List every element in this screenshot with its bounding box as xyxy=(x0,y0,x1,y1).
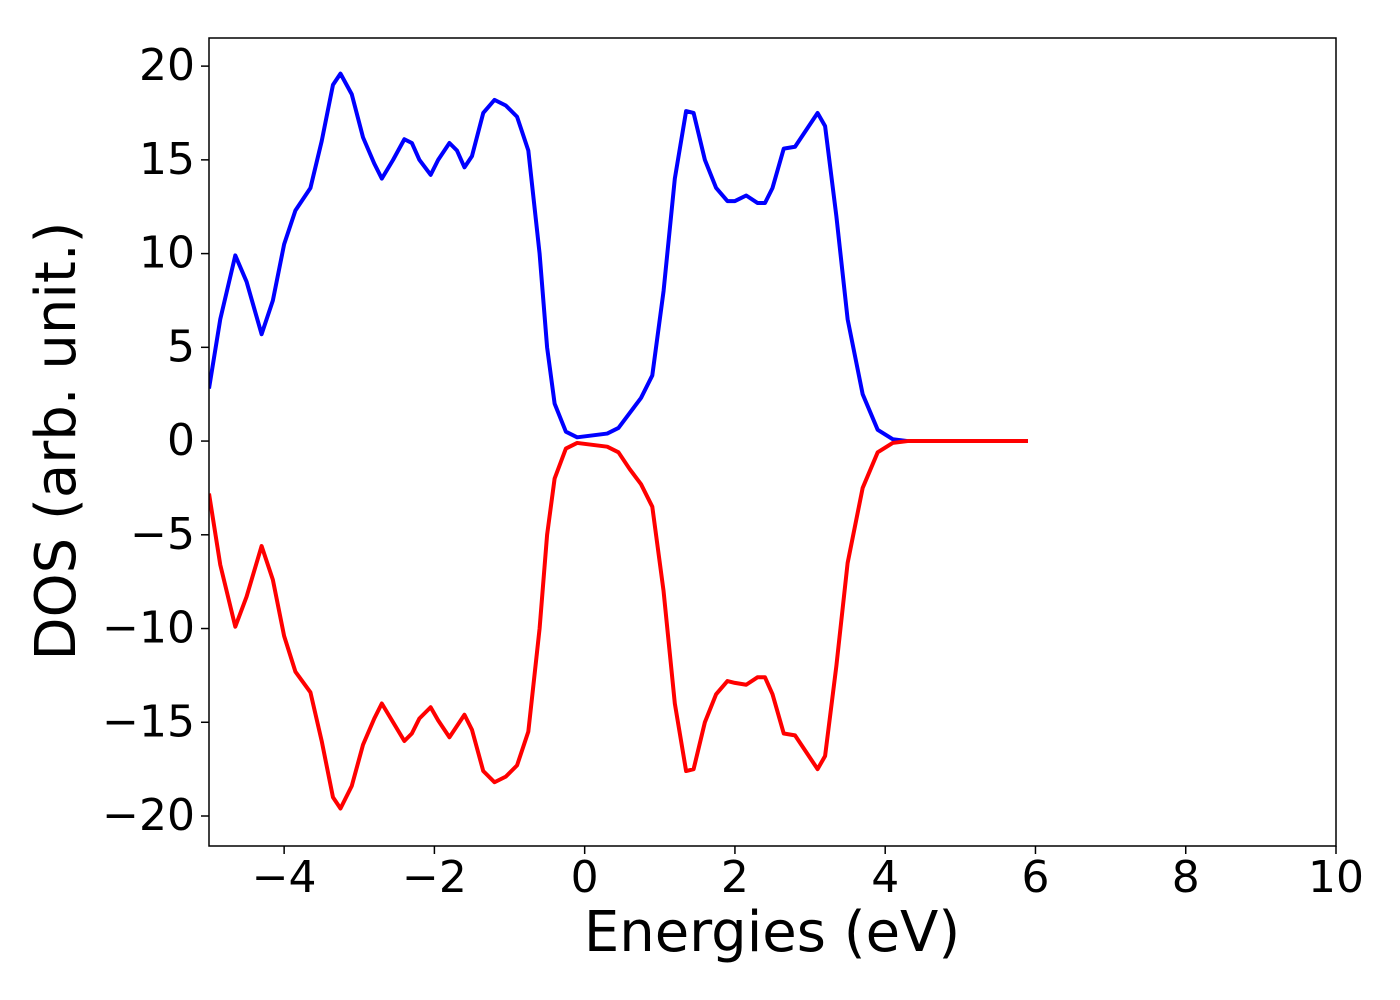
y-tick-label: −15 xyxy=(102,696,195,747)
x-tick-label: 8 xyxy=(1172,852,1200,903)
x-tick-label: 4 xyxy=(871,852,899,903)
line-series xyxy=(209,439,1028,811)
x-tick-label: 2 xyxy=(721,852,749,903)
y-tick-label: −20 xyxy=(102,790,195,841)
y-tick-label: −5 xyxy=(130,509,195,560)
plot-frame xyxy=(208,37,1337,847)
y-tick-label: 20 xyxy=(139,40,195,91)
x-tick-label: 10 xyxy=(1308,852,1364,903)
y-tick-label: 0 xyxy=(167,415,195,466)
x-tick-label: −2 xyxy=(402,852,467,903)
y-tick-label: 5 xyxy=(167,321,195,372)
x-tick-label: 0 xyxy=(571,852,599,903)
line-series xyxy=(209,71,1028,444)
x-tick-label: −4 xyxy=(252,852,317,903)
x-tick-label: 6 xyxy=(1021,852,1049,903)
y-tick-label: −10 xyxy=(102,603,195,654)
y-tick-label: 15 xyxy=(139,134,195,185)
y-axis-label: DOS (arb. unit.) xyxy=(24,221,89,660)
x-axis-label: Energies (eV) xyxy=(584,900,960,965)
y-tick-label: 10 xyxy=(139,228,195,279)
